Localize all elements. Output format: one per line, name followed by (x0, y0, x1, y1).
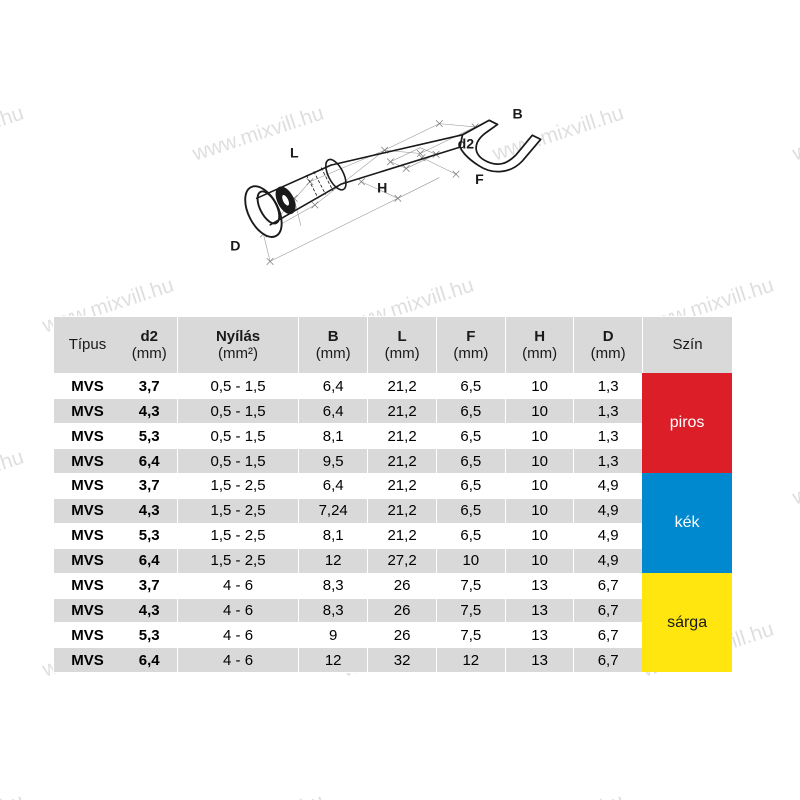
svg-text:d2: d2 (458, 136, 475, 152)
svg-text:H: H (377, 180, 387, 196)
svg-text:F: F (475, 171, 484, 187)
svg-text:L: L (290, 145, 299, 161)
svg-text:D: D (230, 238, 240, 254)
svg-text:B: B (512, 106, 522, 122)
